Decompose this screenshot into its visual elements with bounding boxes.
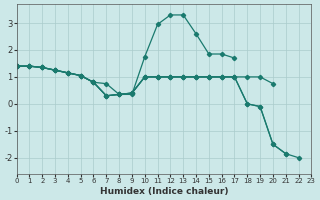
X-axis label: Humidex (Indice chaleur): Humidex (Indice chaleur): [100, 187, 228, 196]
